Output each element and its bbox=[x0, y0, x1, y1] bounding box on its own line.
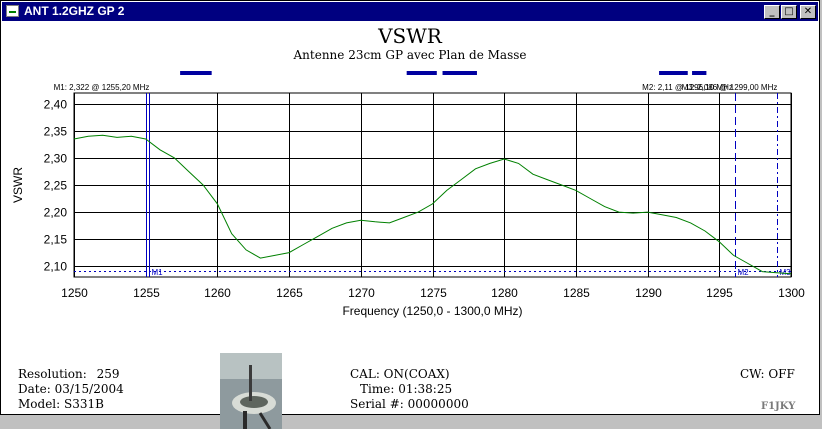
x-tick-label: 1295 bbox=[706, 286, 733, 300]
window-title: ANT 1.2GHZ GP 2 bbox=[24, 4, 125, 18]
callsign-watermark: F1JKY bbox=[761, 401, 796, 412]
y-axis-label: VSWR bbox=[11, 167, 25, 203]
date-label: Date: bbox=[18, 382, 51, 396]
time-label: Time: bbox=[360, 382, 395, 396]
marker-tag: M3 bbox=[780, 268, 792, 277]
model-row: Model: S331B bbox=[18, 397, 104, 411]
limit-bar bbox=[180, 71, 212, 75]
x-axis-label: Frequency (1250,0 - 1300,0 MHz) bbox=[342, 304, 522, 318]
app-icon[interactable] bbox=[6, 5, 19, 17]
x-tick-label: 1275 bbox=[420, 286, 447, 300]
marker-readout: M3: 2,086 @ 1299,00 MHz bbox=[682, 83, 778, 92]
vswr-trace bbox=[73, 134, 792, 275]
series bbox=[73, 134, 792, 275]
limit-bars bbox=[180, 71, 707, 75]
y-tick-label: 2,25 bbox=[44, 179, 68, 193]
resolution-row: Resolution: 259 bbox=[18, 367, 119, 381]
x-tick-label: 1300 bbox=[778, 286, 805, 300]
chart-title: VSWR bbox=[378, 24, 442, 48]
y-tick-label: 2,20 bbox=[44, 206, 68, 220]
time-row: Time: 01:38:25 bbox=[360, 382, 452, 396]
x-tick-label: 1265 bbox=[276, 286, 303, 300]
vswr-chart: M1 M1: 2,322 @ 1255,20 MHz M2 M2: 2,11 @ 12… bbox=[11, 71, 805, 319]
title-bar[interactable]: ANT 1.2GHZ GP 2 _ □ ✕ bbox=[2, 2, 818, 21]
date-value: 03/15/2004 bbox=[54, 382, 124, 396]
plot-area-client: VSWR Antenne 23cm GP avec Plan de Masse … bbox=[2, 21, 818, 429]
grid bbox=[73, 92, 792, 278]
markers: M1 M1: 2,322 @ 1255,20 MHz M2 M2: 2,11 @ 12… bbox=[54, 83, 792, 277]
resolution-label: Resolution: bbox=[18, 367, 87, 381]
x-tick-label: 1270 bbox=[348, 286, 375, 300]
time-value: 01:38:25 bbox=[398, 382, 453, 396]
x-tick-label: 1260 bbox=[204, 286, 231, 300]
antenna-photo bbox=[220, 353, 282, 429]
axes: 1250 1255 1260 1265 1270 1275 1280 1285 1290 1295… bbox=[11, 98, 805, 319]
serial-label: Serial #: bbox=[350, 397, 404, 411]
x-tick-label: 1280 bbox=[491, 286, 518, 300]
limit-bar bbox=[442, 71, 477, 75]
x-tick-label: 1250 bbox=[61, 286, 88, 300]
maximize-button[interactable]: □ bbox=[781, 5, 797, 19]
chart-subtitle: Antenne 23cm GP avec Plan de Masse bbox=[293, 48, 527, 62]
date-row: Date: 03/15/2004 bbox=[18, 382, 124, 396]
resolution-value: 259 bbox=[96, 367, 120, 381]
serial-row: Serial #: 00000000 bbox=[350, 397, 469, 411]
y-tick-label: 2,40 bbox=[44, 98, 68, 112]
marker-tag: M1 bbox=[152, 268, 164, 277]
y-tick-label: 2,10 bbox=[44, 260, 68, 274]
y-tick-label: 2,35 bbox=[44, 125, 68, 139]
marker-readout: M1: 2,322 @ 1255,20 MHz bbox=[54, 83, 150, 92]
limit-bar bbox=[692, 71, 707, 75]
limit-bar bbox=[659, 71, 688, 75]
x-tick-label: 1290 bbox=[635, 286, 662, 300]
model-label: Model: bbox=[18, 397, 61, 411]
marker-readout: M2: 2,11 @ 1296,10 MHz bbox=[642, 83, 733, 92]
serial-value: 00000000 bbox=[407, 397, 469, 411]
cw-status: CW: OFF bbox=[740, 367, 795, 381]
minimize-button[interactable]: _ bbox=[764, 5, 780, 19]
x-tick-label: 1255 bbox=[133, 286, 160, 300]
y-tick-label: 2,15 bbox=[44, 233, 68, 247]
x-tick-label: 1285 bbox=[563, 286, 590, 300]
antenna-image bbox=[220, 353, 282, 429]
model-value: S331B bbox=[64, 397, 104, 411]
close-button[interactable]: ✕ bbox=[800, 5, 816, 19]
cal-status: CAL: ON(COAX) bbox=[350, 367, 450, 381]
limit-bar bbox=[406, 71, 437, 75]
marker-tag: M2 bbox=[738, 268, 750, 277]
y-tick-label: 2,30 bbox=[44, 152, 68, 166]
